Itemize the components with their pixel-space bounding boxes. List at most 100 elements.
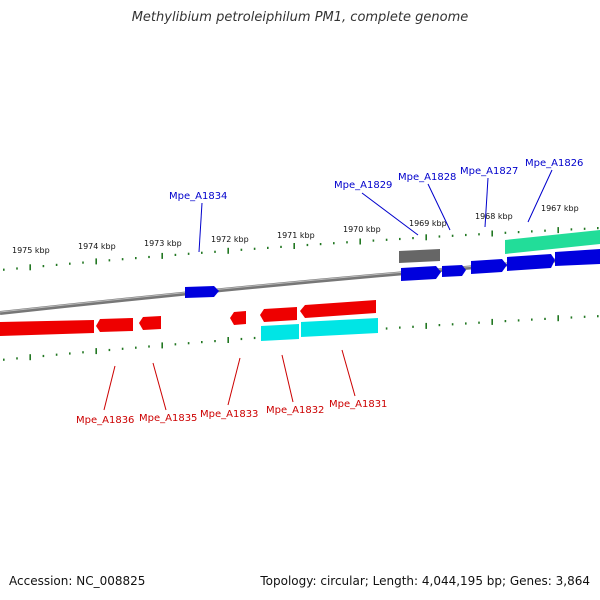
gene-Mpe_A1826-part2[interactable]	[555, 249, 600, 266]
major-tick	[161, 342, 163, 349]
forward-leader-lines	[198, 169, 553, 253]
minor-tick	[583, 315, 586, 318]
minor-tick	[385, 327, 388, 330]
major-tick	[29, 264, 31, 271]
minor-tick	[3, 268, 5, 271]
major-tick	[293, 243, 295, 249]
kbp-label-1974: 1974 kbp	[78, 242, 116, 251]
rna-cyan-1[interactable]	[261, 324, 299, 341]
major-tick	[425, 234, 427, 241]
major-tick	[491, 318, 493, 325]
minor-tick	[82, 261, 84, 264]
minor-tick	[570, 316, 573, 319]
minor-tick	[121, 258, 124, 261]
gene-Mpe_A1835[interactable]	[96, 318, 133, 332]
minor-tick	[465, 322, 467, 325]
reverse-leader-lines	[103, 349, 356, 411]
gene-Mpe_A1827[interactable]	[471, 259, 507, 274]
label-Mpe_A1827[interactable]: Mpe_A1827	[460, 166, 518, 177]
minor-tick	[174, 253, 177, 256]
minor-tick	[465, 233, 467, 237]
minor-tick	[174, 343, 177, 346]
kbp-label-1973: 1973 kbp	[144, 239, 182, 248]
minor-tick	[108, 259, 111, 262]
minor-tick	[201, 341, 203, 344]
major-tick	[491, 230, 493, 237]
minor-tick	[135, 346, 137, 349]
minor-tick	[240, 337, 243, 341]
kbp-label-1969: 1969 kbp	[409, 219, 447, 228]
minor-tick	[108, 348, 111, 352]
genome-summary-text: Topology: circular; Length: 4,044,195 bp…	[260, 574, 590, 588]
minor-tick	[135, 257, 137, 260]
minor-tick	[148, 345, 150, 348]
minor-tick	[55, 353, 58, 356]
minor-tick	[504, 231, 507, 234]
minor-tick	[544, 317, 546, 320]
gene-Mpe_A1834r[interactable]	[139, 316, 161, 330]
gene-Mpe_A1834[interactable]	[185, 286, 219, 298]
label-Mpe_A1828[interactable]: Mpe_A1828	[398, 172, 456, 183]
minor-tick	[16, 357, 18, 360]
gene-Mpe_A1831[interactable]	[300, 300, 376, 318]
minor-tick	[504, 320, 507, 323]
minor-tick	[253, 247, 256, 250]
minor-tick	[82, 351, 84, 354]
major-tick	[359, 238, 361, 245]
label-Mpe_A1831[interactable]: Mpe_A1831	[329, 399, 387, 410]
gene-Mpe_A1833[interactable]	[230, 311, 246, 325]
upper-scale-ticks	[3, 227, 599, 271]
major-tick	[95, 258, 97, 265]
minor-tick	[597, 315, 599, 318]
label-Mpe_A1833[interactable]: Mpe_A1833	[200, 409, 258, 420]
map-title: Methylibium petroleiphilum PM1, complete…	[131, 10, 469, 25]
major-tick	[29, 354, 31, 361]
minor-tick	[570, 228, 573, 231]
label-Mpe_A1832[interactable]: Mpe_A1832	[266, 405, 324, 416]
label-Mpe_A1836[interactable]: Mpe_A1836	[76, 415, 134, 426]
minor-tick	[3, 358, 5, 361]
minor-tick	[42, 354, 45, 358]
label-Mpe_A1826[interactable]: Mpe_A1826	[525, 158, 583, 169]
label-Mpe_A1829[interactable]: Mpe_A1829	[334, 180, 392, 191]
label-Mpe_A1834[interactable]: Mpe_A1834	[169, 191, 227, 202]
minor-tick	[346, 241, 348, 244]
major-tick	[161, 252, 163, 259]
minor-tick	[478, 321, 480, 324]
gene-Mpe_A1836[interactable]	[0, 320, 94, 336]
minor-tick	[319, 243, 322, 246]
gene-Mpe_A1829[interactable]	[401, 266, 441, 281]
minor-tick	[148, 255, 150, 259]
minor-tick	[385, 238, 388, 241]
feature-teal[interactable]	[505, 230, 600, 254]
gene-Mpe_A1826-part1[interactable]	[507, 254, 555, 271]
kbp-label-1967: 1967 kbp	[541, 204, 579, 213]
feature-gray[interactable]	[399, 249, 440, 263]
minor-tick	[280, 245, 282, 248]
minor-tick	[451, 323, 454, 326]
label-Mpe_A1835[interactable]: Mpe_A1835	[139, 413, 197, 424]
minor-tick	[306, 243, 309, 247]
minor-tick	[187, 252, 190, 255]
gene-Mpe_A1832[interactable]	[260, 307, 297, 322]
minor-tick	[267, 246, 269, 249]
major-tick	[227, 247, 229, 254]
minor-tick	[372, 239, 375, 242]
major-tick	[557, 227, 559, 234]
kbp-label-1968: 1968 kbp	[475, 212, 513, 221]
accession-text: Accession: NC_008825	[9, 574, 146, 588]
minor-tick	[438, 235, 441, 238]
rna-cyan-2[interactable]	[301, 318, 378, 337]
major-tick	[95, 348, 97, 355]
major-tick	[425, 322, 427, 329]
minor-tick	[253, 336, 256, 340]
minor-tick	[531, 230, 533, 233]
minor-tick	[201, 251, 203, 254]
minor-tick	[517, 231, 520, 234]
reverse-strand-genes	[0, 300, 378, 341]
minor-tick	[69, 352, 71, 355]
kbp-label-1975: 1975 kbp	[12, 246, 50, 255]
gene-Mpe_A1828[interactable]	[442, 265, 466, 277]
minor-tick	[399, 237, 401, 241]
minor-tick	[412, 237, 414, 240]
